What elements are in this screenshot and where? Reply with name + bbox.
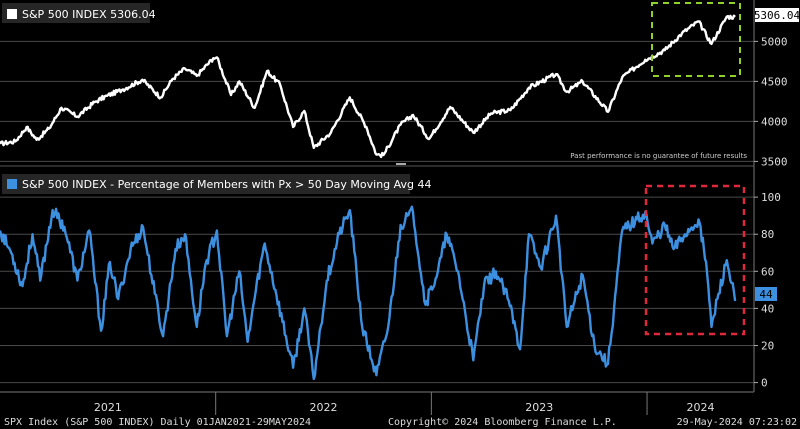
last-value-tag-index: 5306.04 [754, 8, 800, 22]
x-tick-year: 2024 [687, 401, 715, 414]
disclaimer-note: Past performance is no guarantee of futu… [570, 152, 747, 160]
footer-timestamp: 29-May-2024 07:23:02 [677, 417, 797, 428]
y-tick-breadth: 60 [761, 265, 774, 278]
highlight-box-breadth [644, 184, 746, 336]
legend-breadth: S&P 500 INDEX - Percentage of Members wi… [2, 174, 432, 194]
series-line-breadth [0, 205, 737, 381]
last-value-tag-breadth: 44 [755, 287, 777, 301]
y-tick-breadth: 40 [761, 302, 774, 315]
highlight-box-index [651, 2, 741, 77]
y-tick-breadth: 80 [761, 228, 774, 241]
y-tick-index: 4500 [761, 75, 788, 88]
footer-copyright: Copyright© 2024 Bloomberg Finance L.P. [388, 417, 617, 428]
y-tick-index: 3500 [761, 155, 788, 168]
footer-security-info: SPX Index (S&P 500 INDEX) Daily 01JAN202… [4, 417, 311, 428]
y-tick-index: 5000 [761, 35, 788, 48]
x-tick-year: 2021 [94, 401, 122, 414]
series-line-index [0, 14, 736, 159]
legend-title-index: S&P 500 INDEX 5306.04 [22, 8, 156, 21]
x-tick-year: 2022 [310, 401, 338, 414]
last-value-index: 5306.04 [754, 9, 800, 22]
x-tick-year: 2023 [525, 401, 553, 414]
y-tick-breadth: 20 [761, 339, 774, 352]
y-tick-breadth: 0 [761, 377, 768, 390]
last-value-breadth: 44 [759, 288, 773, 301]
legend-index: S&P 500 INDEX 5306.04 [2, 3, 156, 23]
y-tick-index: 4000 [761, 115, 788, 128]
legend-title-breadth: S&P 500 INDEX - Percentage of Members wi… [22, 178, 432, 191]
y-tick-breadth: 100 [761, 191, 781, 204]
